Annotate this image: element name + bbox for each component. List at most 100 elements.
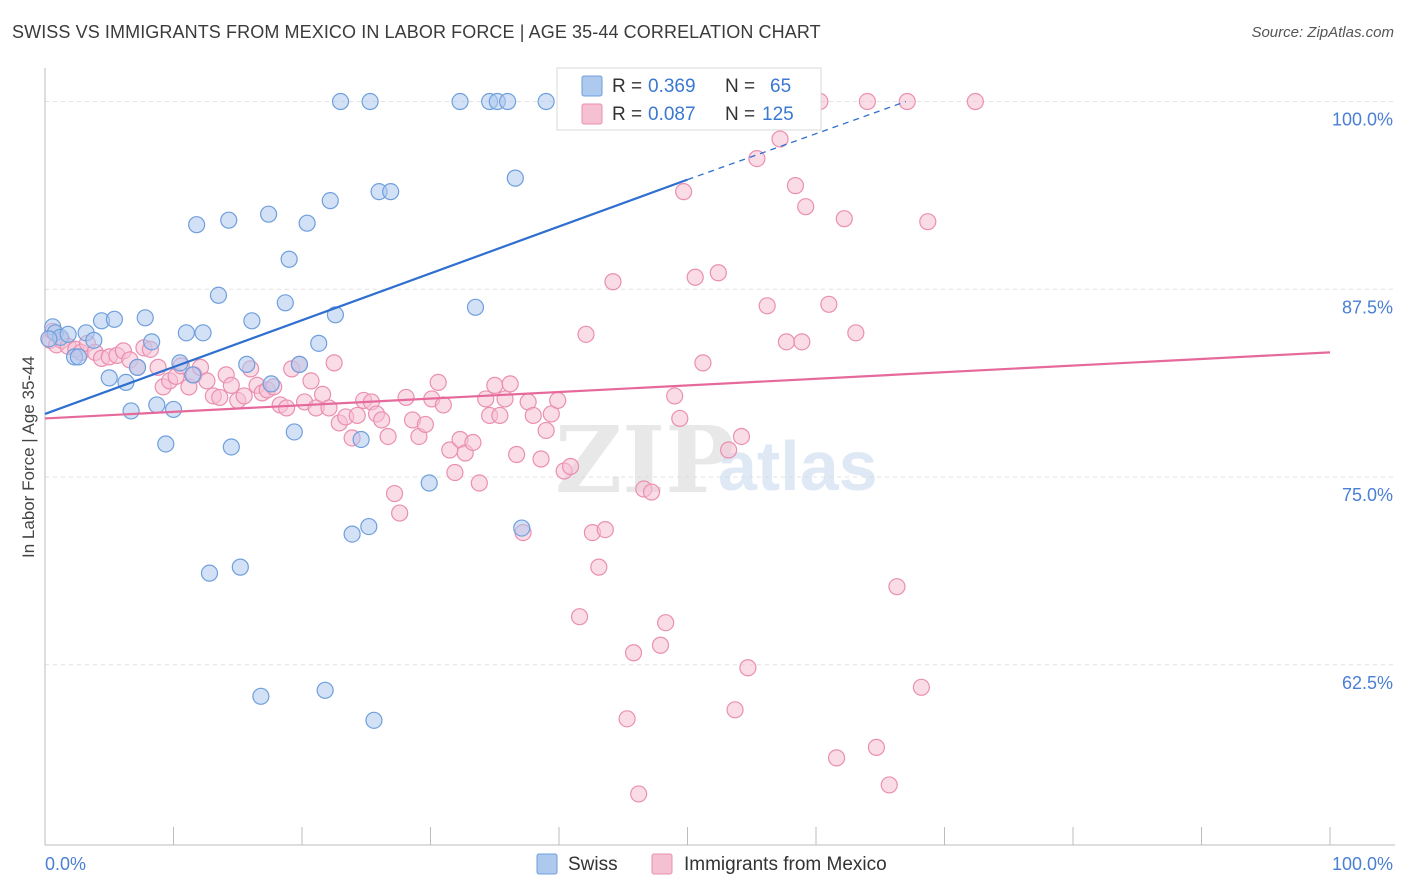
- mexico-point: [624, 644, 643, 662]
- swiss-point: [290, 355, 309, 373]
- swiss-point: [200, 564, 219, 582]
- mexico-point: [470, 474, 488, 492]
- mexico-point: [630, 785, 648, 803]
- swiss-point: [231, 558, 249, 576]
- swiss-point: [143, 333, 161, 351]
- mexico-point: [524, 406, 542, 425]
- mexico-point: [732, 427, 751, 446]
- swiss-point: [499, 92, 517, 111]
- mexico-trend-line: [44, 351, 1331, 420]
- stats-legend: R = 0.369 N = 65 R = 0.087 N = 125: [556, 67, 822, 131]
- mexico-point: [651, 636, 670, 654]
- swiss-point: [382, 183, 400, 201]
- mexico-point: [429, 373, 447, 391]
- legend-label-swiss: Swiss: [568, 854, 618, 875]
- mexico-point: [671, 409, 689, 428]
- swiss-point: [243, 312, 261, 330]
- mexico-point: [867, 738, 885, 756]
- mexico-point: [726, 701, 744, 719]
- swiss-point: [360, 517, 378, 536]
- y-tick-label: 75.0%: [1342, 485, 1393, 505]
- mexico-point: [235, 387, 253, 405]
- swiss-point: [122, 402, 140, 420]
- mexico-point: [477, 390, 495, 408]
- mexico-point: [888, 578, 906, 596]
- swiss-trend-extension: [687, 100, 907, 181]
- mexico-point: [373, 411, 391, 429]
- mexico-point: [491, 406, 509, 425]
- mexico-point: [694, 354, 712, 372]
- trend-lines: [44, 100, 1331, 420]
- mexico-point: [820, 295, 838, 313]
- swiss-point: [310, 334, 328, 352]
- mexico-point: [501, 375, 519, 393]
- mexico-point: [827, 749, 846, 767]
- mexico-point: [211, 388, 229, 407]
- bottom-legend: Swiss Immigrants from Mexico: [536, 853, 887, 875]
- mexico-point: [320, 399, 338, 417]
- mexico-point: [858, 92, 877, 111]
- mexico-point: [302, 372, 320, 390]
- swiss-point: [100, 369, 118, 387]
- swiss-series-points: [40, 92, 688, 729]
- stats-legend-r-label-swiss: R =: [612, 76, 647, 97]
- mexico-point: [507, 445, 526, 464]
- mexico-point: [786, 177, 805, 195]
- swiss-trend-line: [44, 178, 688, 415]
- mexico-point: [675, 183, 693, 201]
- swiss-point: [184, 366, 202, 384]
- mexico-point: [748, 150, 766, 168]
- swiss-point: [177, 324, 195, 342]
- stats-legend-r-label-mexico: R =: [612, 104, 647, 125]
- swiss-point: [136, 309, 154, 327]
- swiss-point: [343, 525, 361, 543]
- swiss-point: [148, 396, 166, 414]
- mexico-point: [618, 710, 636, 728]
- swiss-point: [365, 711, 383, 729]
- mexico-point: [379, 427, 397, 446]
- mexico-point: [549, 391, 567, 410]
- swiss-point: [105, 310, 123, 328]
- swiss-point: [85, 331, 103, 349]
- swiss-point: [252, 687, 270, 705]
- mexico-point: [758, 297, 776, 315]
- swiss-point: [321, 192, 339, 210]
- mexico-point: [898, 92, 916, 111]
- stats-legend-r-value-swiss: 0.369: [648, 76, 696, 97]
- tick-labels: 62.5% 75.0% 87.5% 100.0% 0.0% 100.0%: [45, 110, 1393, 874]
- swiss-point: [451, 92, 469, 111]
- swiss-point: [194, 324, 212, 342]
- mexico-point: [912, 678, 930, 696]
- swiss-point: [285, 423, 303, 441]
- mexico-point: [777, 333, 796, 351]
- x-tick-label: 100.0%: [1332, 854, 1393, 874]
- mexico-point: [604, 273, 622, 291]
- mexico-point: [446, 463, 464, 482]
- y-axis-label: In Labor Force | Age 35-44: [19, 356, 38, 558]
- mexico-point: [847, 324, 865, 342]
- stats-legend-n-label-swiss: N =: [725, 76, 760, 97]
- mexico-point: [416, 415, 434, 434]
- swiss-point: [188, 216, 206, 234]
- swiss-point: [40, 330, 58, 348]
- swiss-point: [69, 348, 88, 366]
- stats-legend-n-label-mexico: N =: [725, 104, 760, 125]
- mexico-point: [570, 608, 589, 626]
- mexico-point: [486, 376, 504, 394]
- mexico-point: [966, 92, 984, 111]
- swiss-point: [316, 681, 334, 699]
- swiss-point: [298, 214, 316, 232]
- mexico-point: [739, 659, 757, 677]
- y-tick-label: 87.5%: [1342, 297, 1393, 317]
- mexico-point: [919, 213, 937, 231]
- mexico-point: [464, 433, 482, 452]
- stats-legend-swatch-swiss: [581, 75, 603, 97]
- stats-legend-r-value-mexico: 0.087: [648, 104, 696, 125]
- stats-legend-n-value-mexico: 125: [762, 104, 794, 125]
- mexico-point: [277, 399, 296, 417]
- swiss-point: [331, 92, 350, 111]
- swiss-point: [537, 92, 555, 111]
- mexico-point: [348, 406, 366, 425]
- swiss-point: [326, 306, 345, 324]
